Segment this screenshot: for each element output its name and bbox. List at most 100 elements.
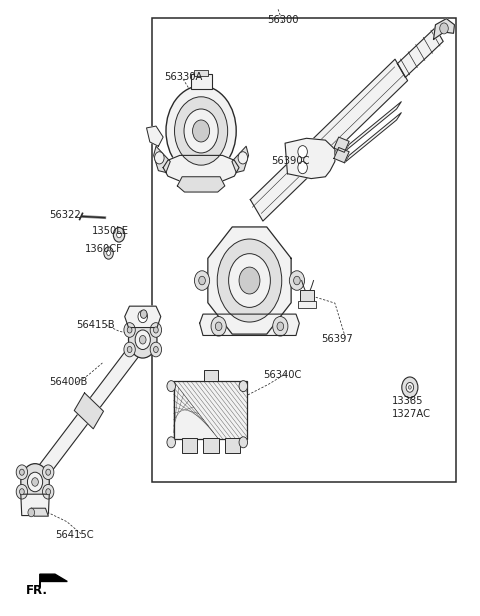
Polygon shape	[146, 126, 163, 146]
Circle shape	[43, 465, 54, 479]
Circle shape	[402, 377, 418, 398]
Circle shape	[107, 251, 110, 256]
Circle shape	[46, 488, 50, 495]
Circle shape	[129, 322, 157, 358]
Circle shape	[184, 109, 218, 153]
Circle shape	[406, 383, 414, 392]
Circle shape	[16, 465, 27, 479]
Polygon shape	[344, 102, 401, 152]
Circle shape	[46, 469, 50, 476]
Circle shape	[28, 508, 35, 517]
Text: 1350LE: 1350LE	[92, 226, 129, 236]
Text: 1327AC: 1327AC	[392, 408, 431, 419]
Circle shape	[154, 346, 158, 352]
Circle shape	[32, 477, 38, 486]
Circle shape	[239, 267, 260, 294]
Polygon shape	[208, 227, 291, 334]
Circle shape	[20, 488, 24, 495]
Text: 56340C: 56340C	[263, 370, 301, 380]
Circle shape	[294, 276, 300, 285]
Circle shape	[124, 323, 135, 338]
Bar	[225, 438, 240, 453]
Circle shape	[117, 232, 121, 238]
Polygon shape	[21, 494, 49, 516]
Circle shape	[273, 317, 288, 336]
Circle shape	[211, 317, 226, 336]
Polygon shape	[285, 139, 335, 179]
Text: 13385: 13385	[392, 396, 423, 406]
Polygon shape	[31, 508, 48, 516]
Circle shape	[113, 227, 125, 242]
Polygon shape	[74, 393, 104, 429]
Circle shape	[175, 97, 228, 165]
Bar	[191, 73, 212, 89]
Bar	[152, 18, 456, 482]
Text: 56415C: 56415C	[55, 530, 94, 540]
Circle shape	[127, 327, 132, 333]
Circle shape	[155, 152, 164, 164]
Polygon shape	[334, 147, 349, 163]
Circle shape	[135, 330, 150, 349]
Circle shape	[440, 23, 448, 34]
Circle shape	[217, 239, 282, 322]
Circle shape	[127, 346, 132, 352]
Polygon shape	[334, 137, 349, 152]
Circle shape	[166, 86, 236, 176]
Polygon shape	[397, 28, 443, 78]
Polygon shape	[40, 574, 67, 588]
Circle shape	[289, 271, 304, 290]
Bar	[204, 438, 219, 453]
Bar	[182, 438, 197, 453]
Bar	[174, 381, 247, 439]
Circle shape	[194, 271, 210, 290]
Circle shape	[138, 310, 147, 323]
Text: 56322: 56322	[49, 210, 81, 220]
Text: 56390C: 56390C	[271, 156, 309, 166]
Circle shape	[140, 310, 147, 318]
Text: FR.: FR.	[25, 583, 48, 596]
Bar	[299, 301, 316, 308]
Circle shape	[239, 381, 248, 392]
Bar	[204, 370, 218, 381]
Circle shape	[298, 161, 307, 174]
Circle shape	[16, 484, 27, 499]
Circle shape	[167, 437, 176, 448]
Circle shape	[216, 322, 222, 331]
Polygon shape	[200, 314, 300, 336]
Polygon shape	[433, 18, 455, 39]
Circle shape	[124, 342, 135, 357]
Circle shape	[43, 484, 54, 499]
Circle shape	[150, 342, 162, 357]
Text: 56300: 56300	[267, 15, 299, 25]
Circle shape	[277, 322, 284, 331]
Circle shape	[21, 464, 49, 500]
Polygon shape	[125, 306, 161, 328]
Circle shape	[228, 254, 270, 307]
Bar	[300, 290, 314, 303]
Circle shape	[150, 323, 162, 338]
Polygon shape	[344, 113, 401, 163]
Text: 56400B: 56400B	[49, 378, 88, 387]
Text: 56397: 56397	[322, 333, 353, 344]
Polygon shape	[154, 146, 170, 172]
Circle shape	[238, 152, 248, 164]
Circle shape	[154, 327, 158, 333]
Text: 56330A: 56330A	[164, 72, 203, 83]
Circle shape	[192, 120, 210, 142]
Circle shape	[167, 381, 176, 392]
Circle shape	[139, 336, 146, 344]
Circle shape	[408, 386, 411, 389]
Polygon shape	[163, 155, 239, 181]
Circle shape	[298, 145, 307, 158]
Circle shape	[20, 469, 24, 476]
Bar	[194, 70, 208, 76]
Polygon shape	[178, 177, 225, 192]
Circle shape	[27, 472, 43, 492]
Polygon shape	[31, 334, 147, 487]
Text: 56415B: 56415B	[76, 320, 115, 330]
Text: 1360CF: 1360CF	[84, 244, 122, 254]
Polygon shape	[251, 59, 408, 221]
Circle shape	[199, 276, 205, 285]
Polygon shape	[232, 146, 249, 172]
Circle shape	[104, 247, 113, 259]
